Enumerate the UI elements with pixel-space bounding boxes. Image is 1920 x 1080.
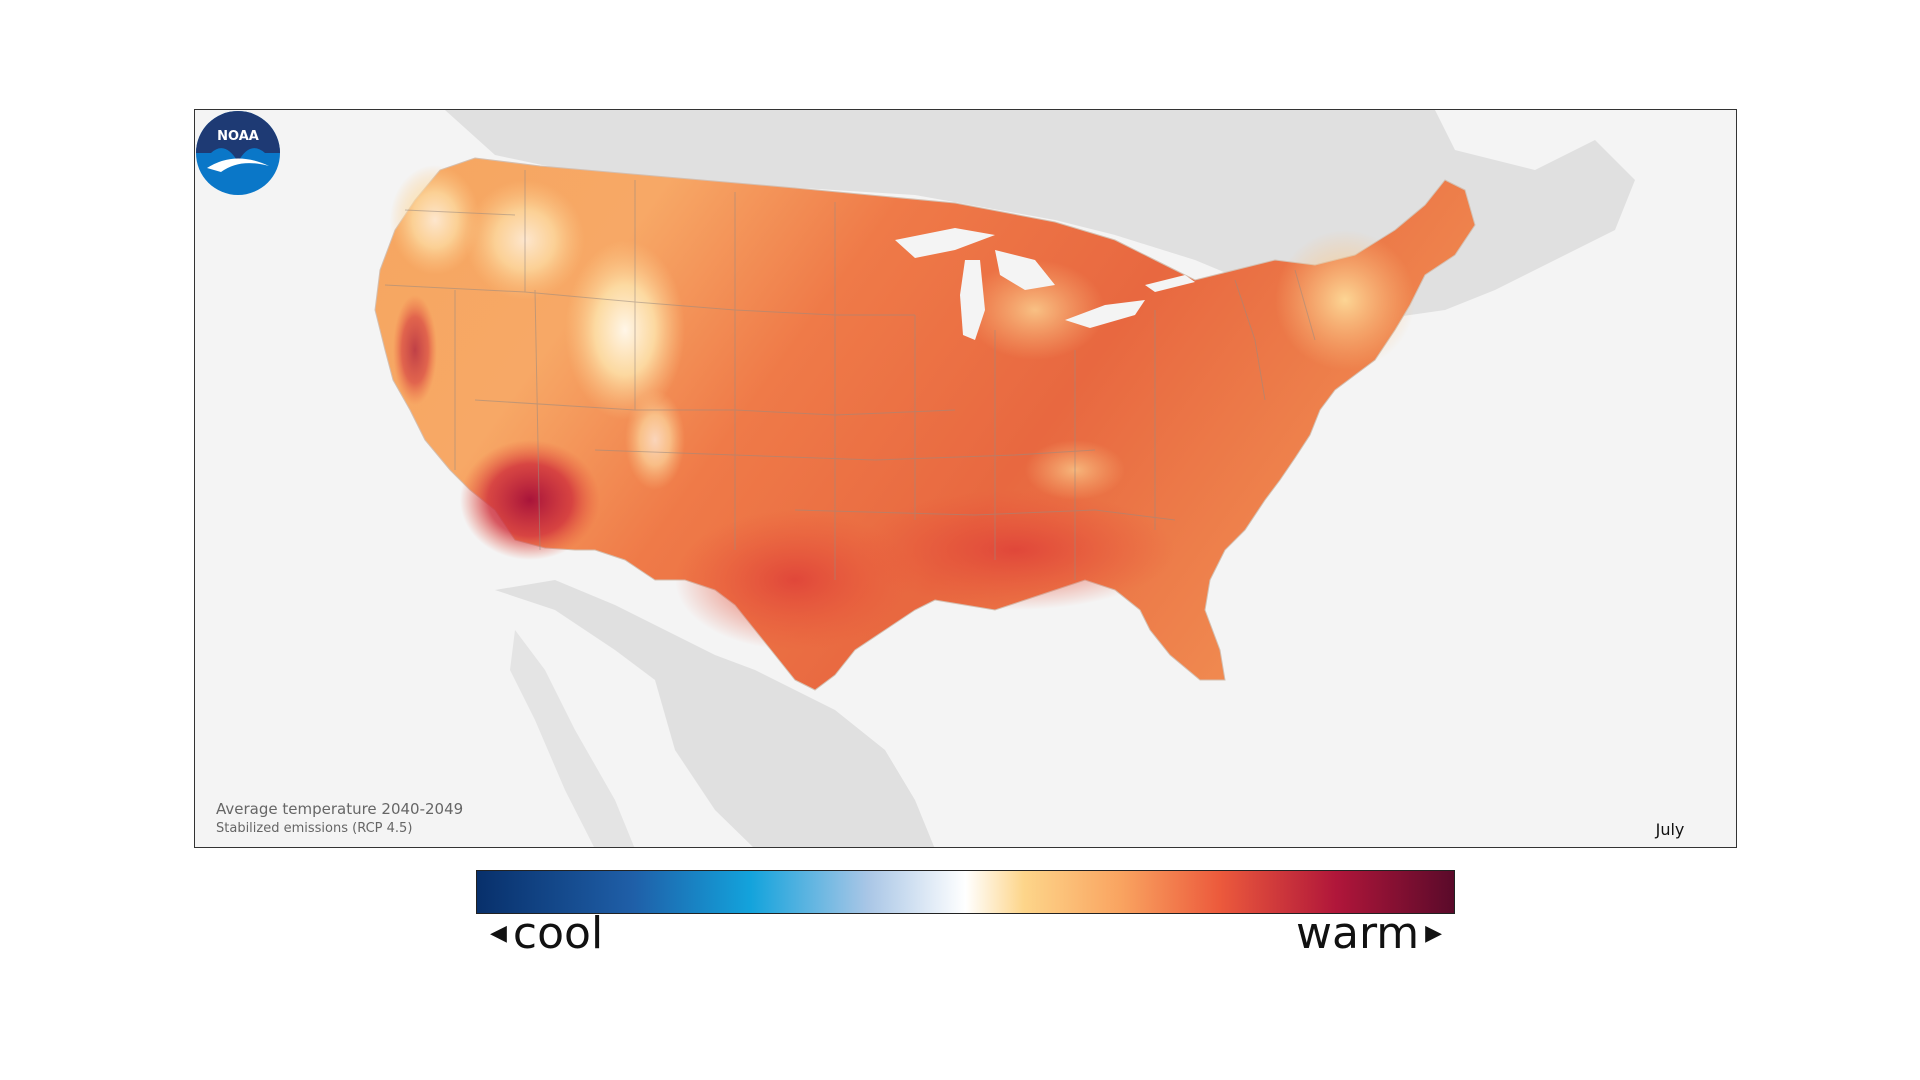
us-land <box>374 157 1476 691</box>
caption-subtitle: Stabilized emissions (RCP 4.5) <box>216 821 413 836</box>
map-frame: Average temperature 2040-2049 Stabilized… <box>194 109 1737 848</box>
left-arrow-icon: ◀ <box>490 921 507 946</box>
legend-cool-label: cool <box>512 908 604 959</box>
right-arrow-icon: ▶ <box>1425 921 1443 946</box>
color-scale-bar <box>476 870 1455 914</box>
legend-warm-label: warm <box>1296 908 1420 959</box>
noaa-logo-icon: NOAA <box>196 111 280 195</box>
noaa-logo-text: NOAA <box>217 129 259 144</box>
state-boundaries <box>384 170 1316 580</box>
caption-title: Average temperature 2040-2049 <box>216 800 464 818</box>
legend-warm: warm ▶ <box>1296 908 1448 959</box>
temperature-map <box>374 110 1635 847</box>
legend-cool: ◀ cool <box>484 908 603 959</box>
month-label: July <box>1655 820 1685 839</box>
